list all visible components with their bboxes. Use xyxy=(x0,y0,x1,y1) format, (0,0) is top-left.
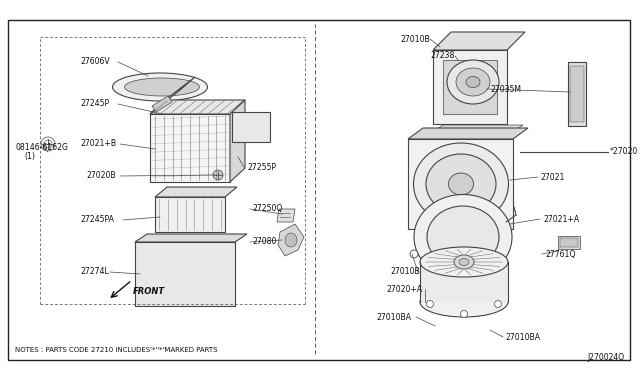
Polygon shape xyxy=(135,242,235,306)
Polygon shape xyxy=(150,100,245,114)
Polygon shape xyxy=(150,114,230,182)
Text: 27606V: 27606V xyxy=(80,58,109,67)
Text: 08146-6162G: 08146-6162G xyxy=(16,142,69,151)
Text: 27245PA: 27245PA xyxy=(80,215,114,224)
Polygon shape xyxy=(232,112,270,142)
Polygon shape xyxy=(433,50,507,124)
Polygon shape xyxy=(408,128,528,139)
Polygon shape xyxy=(425,125,523,137)
Text: 27080: 27080 xyxy=(252,237,276,247)
Text: 27021+B: 27021+B xyxy=(80,140,116,148)
Text: 27010B: 27010B xyxy=(390,267,420,276)
Text: 27238: 27238 xyxy=(430,51,454,61)
Text: 27010BA: 27010BA xyxy=(505,333,540,341)
Ellipse shape xyxy=(456,68,490,96)
Text: J270024Q: J270024Q xyxy=(588,353,625,362)
Circle shape xyxy=(410,250,418,258)
Text: 27020B: 27020B xyxy=(86,171,116,180)
Circle shape xyxy=(495,301,502,308)
Text: 27010BA: 27010BA xyxy=(376,312,411,321)
Text: 27021: 27021 xyxy=(540,173,564,182)
Ellipse shape xyxy=(466,77,480,87)
Ellipse shape xyxy=(454,255,474,269)
Text: 27274L: 27274L xyxy=(80,267,109,276)
Ellipse shape xyxy=(413,143,509,225)
Ellipse shape xyxy=(459,259,469,266)
Ellipse shape xyxy=(414,195,512,279)
Polygon shape xyxy=(155,197,225,232)
Polygon shape xyxy=(277,209,295,222)
Text: 27255P: 27255P xyxy=(247,163,276,171)
Circle shape xyxy=(44,140,52,148)
Ellipse shape xyxy=(426,154,496,214)
Circle shape xyxy=(426,301,433,308)
Text: NOTES : PARTS CODE 27210 INCLUDES'*''*'MARKED PARTS: NOTES : PARTS CODE 27210 INCLUDES'*''*'M… xyxy=(15,347,218,353)
Polygon shape xyxy=(135,234,247,242)
Text: 27020+A: 27020+A xyxy=(386,285,422,294)
Circle shape xyxy=(461,311,467,317)
Polygon shape xyxy=(570,66,584,122)
Text: (1): (1) xyxy=(24,153,35,161)
Circle shape xyxy=(213,170,223,180)
Text: 27761Q: 27761Q xyxy=(545,250,575,259)
Ellipse shape xyxy=(113,73,207,101)
Ellipse shape xyxy=(447,60,499,104)
Polygon shape xyxy=(230,100,245,182)
Polygon shape xyxy=(152,96,172,112)
Text: 27245P: 27245P xyxy=(80,99,109,109)
Ellipse shape xyxy=(427,206,499,268)
Text: 27021+A: 27021+A xyxy=(543,215,579,224)
Polygon shape xyxy=(150,77,195,114)
Ellipse shape xyxy=(285,233,297,247)
Ellipse shape xyxy=(420,287,508,317)
Ellipse shape xyxy=(420,247,508,277)
Polygon shape xyxy=(155,187,237,197)
Polygon shape xyxy=(420,262,508,302)
Polygon shape xyxy=(163,107,187,124)
Polygon shape xyxy=(443,60,497,114)
Polygon shape xyxy=(560,238,578,247)
Ellipse shape xyxy=(125,78,200,96)
Text: 27035M: 27035M xyxy=(490,84,521,93)
Polygon shape xyxy=(408,139,513,229)
Text: 27250Q: 27250Q xyxy=(252,205,282,214)
Circle shape xyxy=(41,137,55,151)
Text: FRONT: FRONT xyxy=(133,287,165,296)
Polygon shape xyxy=(558,236,580,249)
Polygon shape xyxy=(433,32,525,50)
Text: 27010B: 27010B xyxy=(400,35,429,44)
Text: *27020: *27020 xyxy=(610,148,638,157)
Polygon shape xyxy=(568,62,586,126)
Polygon shape xyxy=(278,224,304,256)
Ellipse shape xyxy=(449,173,474,195)
